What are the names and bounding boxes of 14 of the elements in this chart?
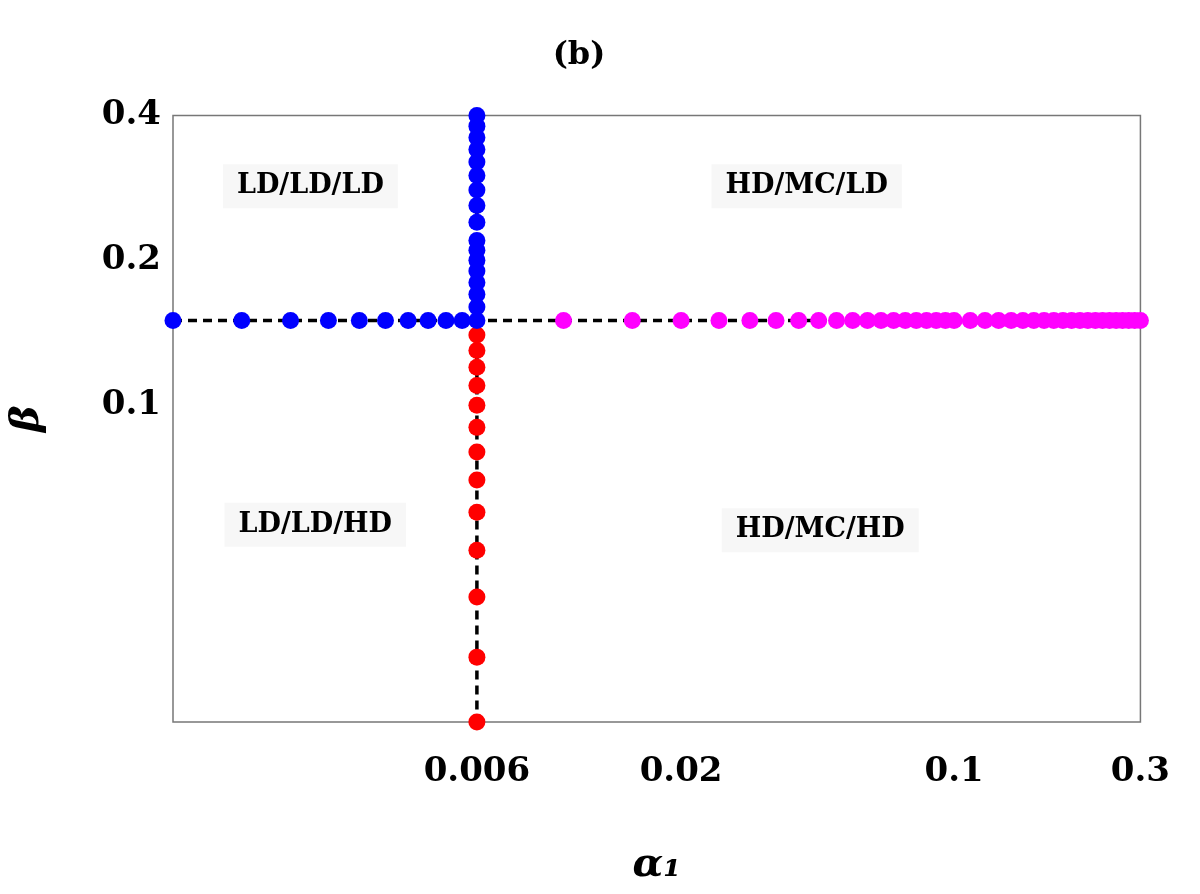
y-axis-title: β (0, 405, 48, 434)
x-tick-label: 0.006 (423, 749, 531, 790)
y-tick-label: 0.4 (101, 92, 161, 133)
x-tick-label: 0.1 (924, 749, 984, 790)
chart-title: (b) (552, 33, 606, 72)
annotation: LD/LD/LD (236, 168, 384, 200)
annotation: LD/LD/HD (238, 506, 392, 538)
x-axis-title: α₁ (632, 838, 681, 886)
annotation: HD/MC/HD (735, 512, 905, 544)
x-tick-label: 0.3 (1110, 749, 1170, 790)
annotation: HD/MC/LD (725, 168, 888, 200)
y-tick-label: 0.2 (101, 237, 161, 278)
x-tick-label: 0.02 (639, 749, 723, 790)
y-tick-label: 0.1 (101, 382, 161, 423)
